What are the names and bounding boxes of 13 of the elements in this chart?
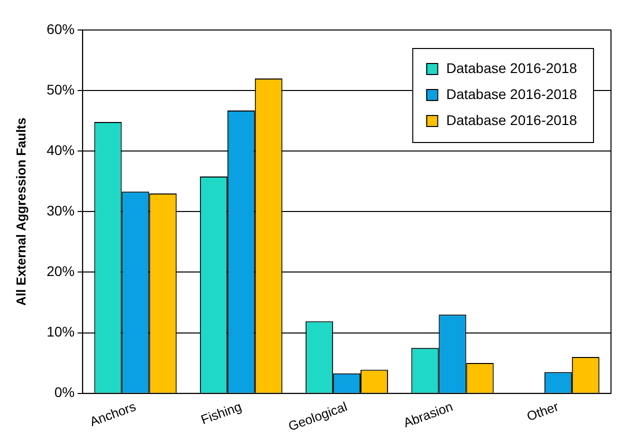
- y-tick-label: 0%: [54, 384, 75, 400]
- y-axis-title: All External Aggression Faults: [13, 118, 28, 306]
- legend-label: Database 2016-2018: [446, 60, 578, 76]
- y-tick-label: 40%: [46, 142, 75, 158]
- x-tick-label: Fishing: [198, 398, 244, 428]
- legend-label: Database 2016-2018: [446, 112, 578, 128]
- y-tick-label: 30%: [46, 202, 75, 219]
- y-tick-label: 10%: [46, 324, 75, 340]
- x-tick-label: Other: [524, 398, 562, 424]
- y-tick-label: 60%: [46, 20, 75, 37]
- y-tick-label: 50%: [46, 81, 75, 98]
- y-tick-label: 20%: [46, 263, 75, 280]
- legend-label: Database 2016-2018: [446, 86, 578, 102]
